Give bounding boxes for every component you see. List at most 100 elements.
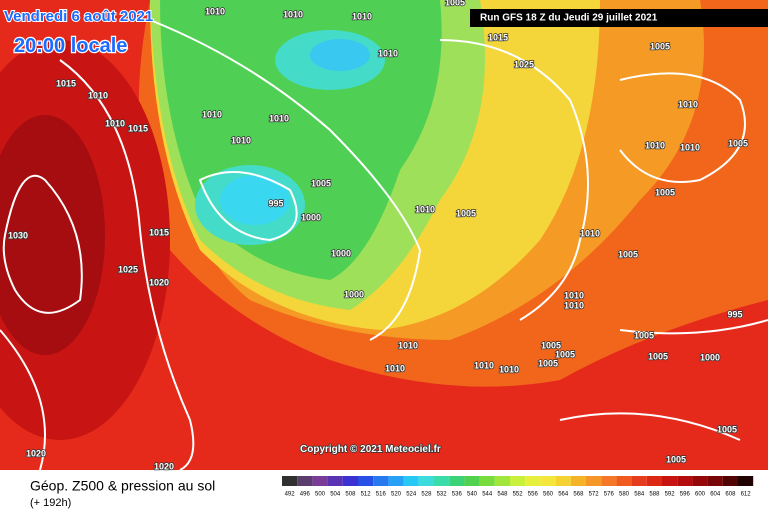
isobar-label: 995 (268, 198, 283, 208)
isobar-label: 1005 (717, 424, 737, 434)
scale-label: 568 (573, 492, 584, 498)
legend-title: Géop. Z500 & pression au sol (30, 478, 215, 494)
legend-lead: (+ 192h) (30, 497, 71, 509)
scale-label: 508 (345, 492, 356, 498)
scale-label: 540 (467, 492, 478, 498)
scale-label: 516 (376, 492, 387, 498)
isobar-label: 1005 (728, 138, 748, 148)
isobar-label: 1010 (645, 140, 665, 150)
isobar-label: 1000 (301, 212, 321, 222)
scale-swatch (418, 476, 434, 486)
isobar-label: 1005 (666, 454, 686, 464)
isobar-label: 1010 (378, 48, 398, 58)
isobar-labels: 1010 1010 10101005101510251010100510151010… (7, 0, 749, 472)
color-scale: 492 496 500 504 508 512 516 520 524 528 532 536 540 5… (282, 476, 754, 498)
isobar-label: 1005 (634, 330, 654, 340)
isobar-label: 1010 (474, 360, 494, 370)
scale-label: 556 (528, 492, 539, 498)
scale-swatch (738, 476, 754, 486)
isobar-label: 1005 (650, 41, 670, 51)
isobar-label: 1010 (88, 90, 108, 100)
scale-label: 572 (589, 492, 600, 498)
isobar-label: 1010 (205, 6, 225, 16)
isobar-label: 1000 (331, 248, 351, 258)
scale-swatch (646, 476, 662, 486)
scale-swatch (312, 476, 328, 486)
scale-swatch (479, 476, 495, 486)
isobar-label: 1015 (128, 123, 148, 133)
isobar-label: 1010 (564, 300, 584, 310)
isobar-label: 1005 (538, 358, 558, 368)
forecast-time: 20:00 locale (14, 35, 127, 57)
isobar-label: 1020 (26, 448, 46, 458)
scale-swatch (722, 476, 738, 486)
isobar-label: 1015 (56, 78, 76, 88)
scale-swatch (510, 476, 526, 486)
isobar-label: 1000 (344, 289, 364, 299)
scale-label: 592 (665, 492, 676, 498)
scale-swatch (631, 476, 647, 486)
scale-swatch (327, 476, 343, 486)
isobar-label: 1030 (8, 230, 28, 240)
isobar-label: 1010 (415, 204, 435, 214)
scale-label: 580 (619, 492, 630, 498)
scale-label: 608 (725, 492, 736, 498)
scale-label: 612 (741, 492, 752, 498)
run-info: Run GFS 18 Z du Jeudi 29 juillet 2021 (480, 13, 658, 24)
isobar-label: 1020 (154, 461, 174, 471)
scale-swatch (388, 476, 404, 486)
isobar-label: 1025 (514, 59, 534, 69)
scale-label: 584 (634, 492, 645, 498)
isobar-label: 1010 (499, 364, 519, 374)
scale-swatch (342, 476, 358, 486)
scale-label: 500 (315, 492, 326, 498)
isobar-label: 1010 (564, 290, 584, 300)
isobar-label: 1005 (541, 340, 561, 350)
scale-swatch (540, 476, 556, 486)
scale-label: 544 (482, 492, 493, 498)
isobar-label: 1005 (618, 249, 638, 259)
scale-label: 576 (604, 492, 615, 498)
isobar-label: 1020 (149, 277, 169, 287)
scale-swatch (677, 476, 693, 486)
isobar-label: 1025 (118, 264, 138, 274)
scale-swatch (434, 476, 450, 486)
isobar-label: 1010 (283, 9, 303, 19)
scale-label: 520 (391, 492, 402, 498)
isobar-label: 1010 (202, 109, 222, 119)
scale-swatch (525, 476, 541, 486)
scale-label: 524 (406, 492, 417, 498)
scale-swatch (662, 476, 678, 486)
isobar-label: 1005 (456, 208, 476, 218)
scale-label: 564 (558, 492, 569, 498)
scale-swatch (464, 476, 480, 486)
scale-swatch (586, 476, 602, 486)
scale-swatch (449, 476, 465, 486)
scale-label: 548 (497, 492, 508, 498)
scale-swatch (494, 476, 510, 486)
scale-label: 596 (680, 492, 691, 498)
run-banner (470, 9, 768, 27)
isobar-label: 1005 (655, 187, 675, 197)
copyright: Copyright © 2021 Meteociel.fr (300, 444, 441, 455)
scale-swatch (570, 476, 586, 486)
isobar-label: 1010 (105, 118, 125, 128)
scale-swatch (282, 476, 298, 486)
scale-label: 512 (361, 492, 372, 498)
scale-label: 496 (300, 492, 311, 498)
scale-swatch (707, 476, 723, 486)
scale-label: 492 (285, 492, 296, 498)
isobar-label: 1005 (555, 349, 575, 359)
scale-swatch (373, 476, 389, 486)
isobar-label: 1010 (680, 142, 700, 152)
isobar-label: 1005 (445, 0, 465, 7)
map-background (0, 0, 768, 471)
scale-label: 600 (695, 492, 706, 498)
scale-swatch (692, 476, 708, 486)
isobar-label: 1005 (648, 351, 668, 361)
isobar-label: 1010 (385, 363, 405, 373)
forecast-date: Vendredi 6 août 2021 (4, 8, 153, 25)
scale-label: 532 (437, 492, 448, 498)
scale-label: 536 (452, 492, 463, 498)
